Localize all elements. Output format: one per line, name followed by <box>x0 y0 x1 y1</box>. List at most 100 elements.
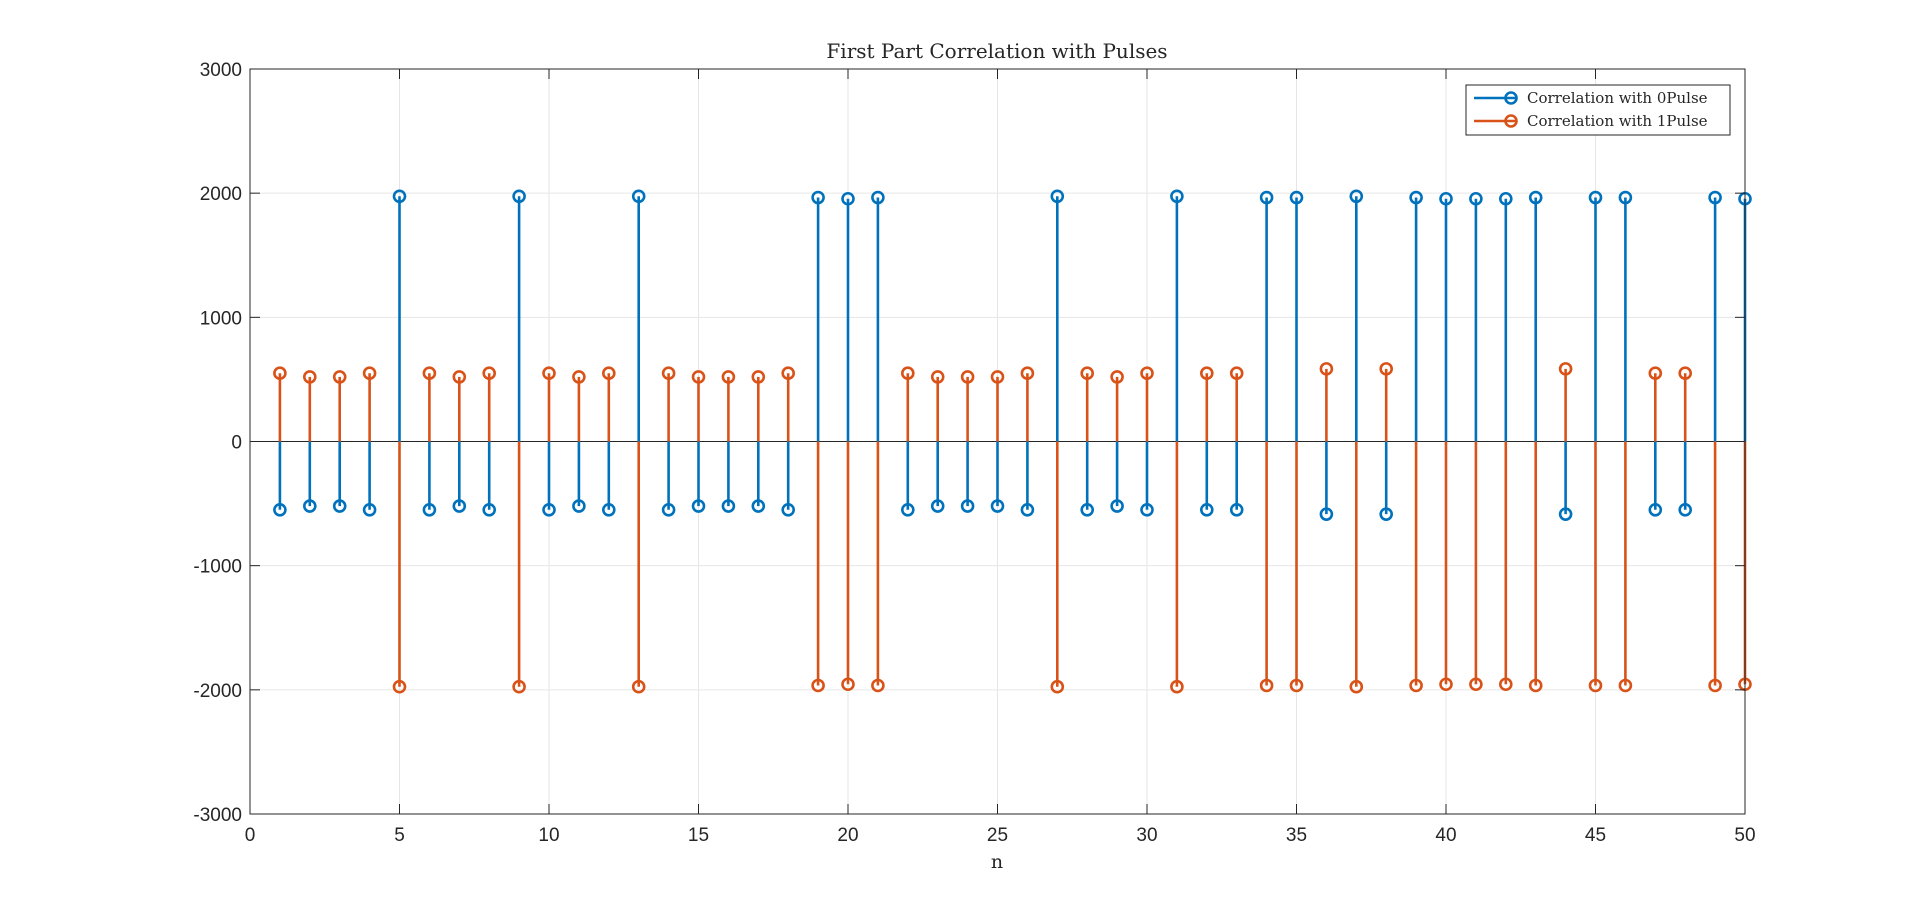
stem-marker <box>1708 678 1722 693</box>
tick-labels: 0 5 10 15 20 25 30 35 40 45 50 3000 2000 1000 0 -1000 -2… <box>193 60 1755 846</box>
stem-marker <box>990 499 1005 513</box>
stem-marker <box>1080 502 1094 517</box>
stem-marker <box>422 366 437 381</box>
stem-marker <box>572 499 586 513</box>
y-tick-label: 2000 <box>200 184 242 205</box>
stem-marker <box>1349 679 1364 694</box>
stem-marker <box>1409 678 1423 693</box>
stem-marker <box>930 499 945 513</box>
stem-marker <box>512 189 526 204</box>
stem-marker <box>1200 502 1214 517</box>
stem-marker <box>1528 190 1543 205</box>
x-tick-label: 45 <box>1585 825 1606 846</box>
stem-marker <box>661 366 676 381</box>
stem-marker <box>1409 190 1423 205</box>
stem-marker <box>1708 190 1722 205</box>
stem-marker <box>1110 499 1124 513</box>
x-tick-label: 10 <box>538 825 559 846</box>
stem-marker <box>960 370 975 384</box>
stem-marker <box>631 679 646 694</box>
stem-marker <box>362 502 377 517</box>
legend-marker <box>1504 91 1518 105</box>
stem-marker <box>900 366 915 381</box>
stem-marker <box>1259 190 1274 205</box>
stem-marker <box>1379 362 1393 376</box>
stem-marker <box>422 502 437 517</box>
y-tick-label: 0 <box>231 433 242 454</box>
x-tick-label: 0 <box>245 825 256 846</box>
stem-marker <box>601 366 616 381</box>
stem-marker <box>1289 678 1304 693</box>
legend-label: Correlation with 0Pulse <box>1527 89 1708 107</box>
stem-marker <box>1648 366 1663 381</box>
stem-marker <box>572 370 586 384</box>
stem-marker <box>871 190 885 205</box>
stem-marker <box>1319 507 1334 521</box>
stem-marker <box>1020 366 1035 381</box>
stem-marker <box>721 370 736 384</box>
stem-marker <box>362 366 377 381</box>
legend[interactable]: Correlation with 0Pulse Correlation with … <box>1465 84 1731 136</box>
stem-marker <box>841 191 855 206</box>
stem-marker <box>1499 677 1513 692</box>
stem-marker <box>1588 678 1603 693</box>
x-tick-label: 25 <box>987 825 1008 846</box>
stem-marker <box>542 502 556 517</box>
stem-marker <box>781 502 796 517</box>
x-tick-label: 40 <box>1435 825 1456 846</box>
stem-marker <box>1469 191 1483 206</box>
stem-marker <box>631 189 646 204</box>
stem-marker <box>781 366 796 381</box>
chart-title: First Part Correlation with Pulses <box>826 39 1167 63</box>
stem-marker <box>332 370 347 384</box>
stem-marker <box>1379 507 1393 521</box>
x-axis-label: n <box>991 851 1003 873</box>
stem-marker <box>930 370 945 384</box>
series-0 <box>273 189 1752 521</box>
stem-marker <box>482 366 497 381</box>
stem-marker <box>691 499 706 513</box>
stem-marker <box>871 678 885 693</box>
stem-marker <box>273 366 287 381</box>
y-tick-label: 1000 <box>200 308 242 329</box>
stem-marker <box>542 366 556 381</box>
stem-marker <box>1499 191 1513 206</box>
stem-marker <box>1110 370 1124 384</box>
stem-marker <box>1080 366 1094 381</box>
x-tick-label: 20 <box>837 825 858 846</box>
stem-marker <box>1140 502 1154 517</box>
y-tick-label: 3000 <box>200 60 242 81</box>
legend-label: Correlation with 1Pulse <box>1527 112 1708 130</box>
stem-marker <box>302 370 317 384</box>
stem-marker <box>1678 366 1692 381</box>
stem-marker <box>1618 190 1633 205</box>
stem-marker <box>841 677 855 692</box>
stem-marker <box>482 502 497 517</box>
x-tick-label: 50 <box>1734 825 1755 846</box>
stem-marker <box>1050 189 1065 204</box>
stem-marker <box>1618 678 1633 693</box>
y-tick-label: -1000 <box>193 557 242 578</box>
stem-marker <box>1140 366 1154 381</box>
stem-marker <box>452 370 467 384</box>
stem-marker <box>452 499 467 513</box>
stem-marker <box>1020 502 1035 517</box>
stem-marker <box>1648 502 1663 517</box>
stem-marker <box>1259 678 1274 693</box>
stem-marker <box>960 499 975 513</box>
stem-marker <box>1678 502 1692 517</box>
stem-marker <box>1349 189 1364 204</box>
stem-marker <box>751 370 766 384</box>
stem-marker <box>1558 507 1573 521</box>
x-tick-label: 15 <box>688 825 709 846</box>
stem-marker <box>661 502 676 517</box>
stem-marker <box>721 499 736 513</box>
stem-marker <box>1200 366 1214 381</box>
stem-marker <box>273 502 287 517</box>
stem-marker <box>1289 190 1304 205</box>
stem-marker <box>1170 679 1184 694</box>
stem-marker <box>1229 502 1244 517</box>
stem-marker <box>691 370 706 384</box>
stem-marker <box>990 370 1005 384</box>
stem-marker <box>1588 190 1603 205</box>
